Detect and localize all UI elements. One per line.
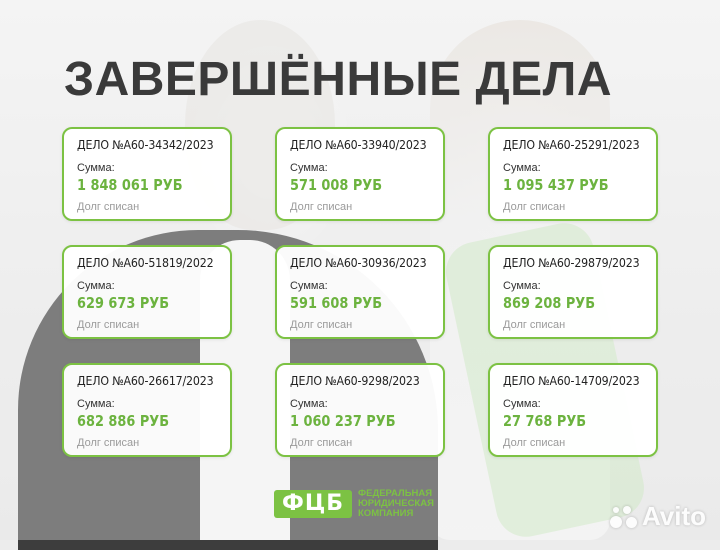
case-card: ДЕЛО №А60-29879/2023 Сумма: 869 208 РУБ … [488, 245, 658, 339]
logo-line-3: КОМПАНИЯ [358, 508, 414, 519]
case-number: ДЕЛО №А60-51819/2022 [77, 256, 214, 270]
sum-label: Сумма: [503, 398, 541, 410]
logo-text: ФЕДЕРАЛЬНАЯ ЮРИДИЧЕСКАЯ КОМПАНИЯ [358, 489, 434, 519]
sum-amount: 1 848 061 РУБ [77, 176, 183, 194]
sum-amount: 1 060 237 РУБ [290, 412, 396, 430]
case-status: Долг списан [290, 319, 353, 331]
logo-mark: ФЦБ [274, 490, 352, 518]
sum-label: Сумма: [290, 398, 328, 410]
case-number: ДЕЛО №А60-25291/2023 [503, 138, 640, 152]
avito-text: Avito [641, 501, 706, 531]
case-card: ДЕЛО №А60-34342/2023 Сумма: 1 848 061 РУ… [62, 127, 232, 221]
case-card: ДЕЛО №А60-33940/2023 Сумма: 571 008 РУБ … [275, 127, 445, 221]
logo-line-2: ЮРИДИЧЕСКАЯ [358, 498, 434, 509]
sum-label: Сумма: [77, 398, 115, 410]
sum-amount: 869 208 РУБ [503, 294, 596, 312]
case-number: ДЕЛО №А60-14709/2023 [503, 374, 640, 388]
case-status: Долг списан [503, 437, 566, 449]
sum-amount: 629 673 РУБ [77, 294, 170, 312]
case-status: Долг списан [77, 437, 140, 449]
case-card: ДЕЛО №А60-51819/2022 Сумма: 629 673 РУБ … [62, 245, 232, 339]
sum-amount: 1 095 437 РУБ [503, 176, 609, 194]
sum-amount: 571 008 РУБ [290, 176, 383, 194]
logo-line-1: ФЕДЕРАЛЬНАЯ [358, 488, 433, 499]
case-status: Долг списан [503, 319, 566, 331]
sum-amount: 682 886 РУБ [77, 412, 170, 430]
case-number: ДЕЛО №А60-9298/2023 [290, 374, 420, 388]
sum-label: Сумма: [290, 162, 328, 174]
case-card: ДЕЛО №А60-14709/2023 Сумма: 27 768 РУБ Д… [488, 363, 658, 457]
cases-grid: ДЕЛО №А60-34342/2023 Сумма: 1 848 061 РУ… [62, 127, 658, 457]
case-card: ДЕЛО №А60-26617/2023 Сумма: 682 886 РУБ … [62, 363, 232, 457]
case-status: Долг списан [290, 437, 353, 449]
case-status: Долг списан [77, 319, 140, 331]
sum-label: Сумма: [290, 280, 328, 292]
sum-amount: 27 768 РУБ [503, 412, 587, 430]
case-number: ДЕЛО №А60-30936/2023 [290, 256, 427, 270]
case-number: ДЕЛО №А60-26617/2023 [77, 374, 214, 388]
case-card: ДЕЛО №А60-9298/2023 Сумма: 1 060 237 РУБ… [275, 363, 445, 457]
case-number: ДЕЛО №А60-34342/2023 [77, 138, 214, 152]
sum-label: Сумма: [77, 280, 115, 292]
company-logo: ФЦБ ФЕДЕРАЛЬНАЯ ЮРИДИЧЕСКАЯ КОМПАНИЯ [274, 489, 434, 519]
case-status: Долг списан [77, 201, 140, 213]
page-title: ЗАВЕРШЁННЫЕ ДЕЛА [64, 53, 612, 106]
sum-label: Сумма: [503, 162, 541, 174]
case-card: ДЕЛО №А60-25291/2023 Сумма: 1 095 437 РУ… [488, 127, 658, 221]
avito-dots-icon [608, 504, 638, 530]
avito-watermark: Avito [608, 501, 706, 532]
case-status: Долг списан [290, 201, 353, 213]
case-number: ДЕЛО №А60-29879/2023 [503, 256, 640, 270]
sum-label: Сумма: [503, 280, 541, 292]
case-status: Долг списан [503, 201, 566, 213]
sum-label: Сумма: [77, 162, 115, 174]
case-card: ДЕЛО №А60-30936/2023 Сумма: 591 608 РУБ … [275, 245, 445, 339]
sum-amount: 591 608 РУБ [290, 294, 383, 312]
case-number: ДЕЛО №А60-33940/2023 [290, 138, 427, 152]
